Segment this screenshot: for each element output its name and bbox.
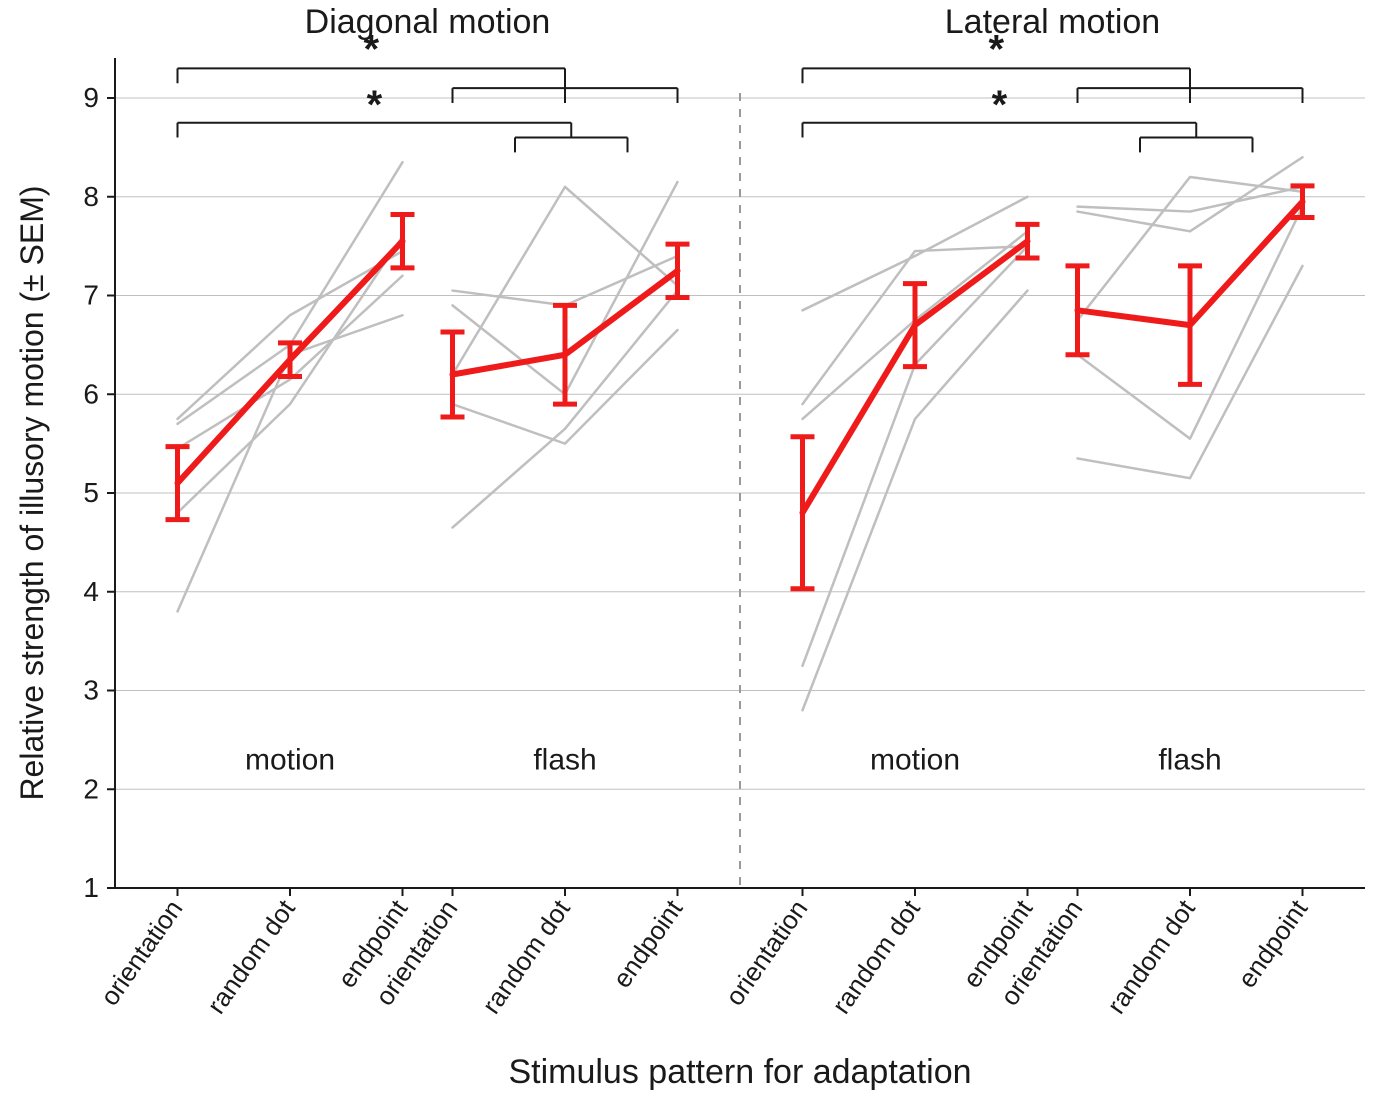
ytick-label: 3 xyxy=(83,675,99,706)
ytick-label: 1 xyxy=(83,872,99,903)
group-label: motion xyxy=(245,744,335,777)
ytick-label: 8 xyxy=(83,181,99,212)
ytick-label: 9 xyxy=(83,82,99,113)
ytick-label: 2 xyxy=(83,773,99,804)
x-axis-label: Stimulus pattern for adaptation xyxy=(508,1053,971,1091)
significance-star: * xyxy=(988,28,1004,72)
ytick-label: 7 xyxy=(83,280,99,311)
significance-star: * xyxy=(992,83,1008,127)
panel-title: Diagonal motion xyxy=(305,3,551,41)
y-axis-label: Relative strength of illusory motion (± … xyxy=(14,185,50,800)
group-label: flash xyxy=(1158,744,1221,777)
ytick-label: 6 xyxy=(83,378,99,409)
significance-star: * xyxy=(363,28,379,72)
group-label: motion xyxy=(870,744,960,777)
chart-container: 1 2 3 4 5 6 7 8 9 Relative strength of illusory m… xyxy=(0,0,1397,1100)
panel-title: Lateral motion xyxy=(945,3,1160,41)
group-label: flash xyxy=(533,744,596,777)
significance-star: * xyxy=(367,83,383,127)
ytick-label: 5 xyxy=(83,477,99,508)
ytick-label: 4 xyxy=(83,576,99,607)
chart-svg: 1 2 3 4 5 6 7 8 9 Relative strength of illusory m… xyxy=(0,0,1397,1100)
